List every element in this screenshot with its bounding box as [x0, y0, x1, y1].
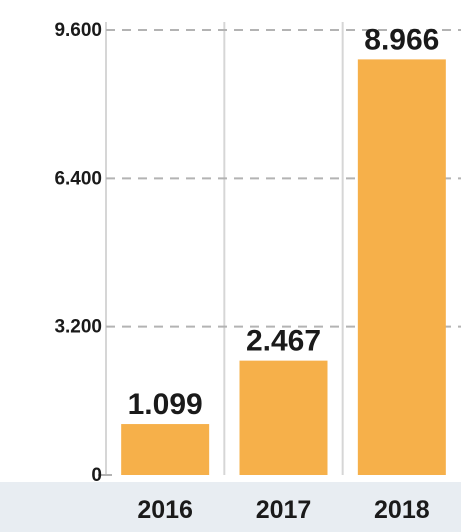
bar-2018 [357, 59, 446, 475]
y-tick-label: 9.600 [54, 20, 102, 41]
y-tick-label: 3.200 [54, 317, 102, 338]
data-label-2018: 8.966 [364, 23, 439, 56]
data-label-2017: 2.467 [246, 325, 321, 358]
data-label-2016: 1.099 [128, 388, 203, 421]
y-tick-label: 0 [91, 465, 102, 486]
x-tick-label-2016: 2016 [137, 496, 193, 524]
y-tick-label: 6.400 [54, 168, 102, 189]
x-axis-band [0, 482, 461, 532]
bar-2016 [121, 424, 210, 475]
bar-2017 [239, 360, 328, 475]
x-tick-label-2018: 2018 [374, 496, 430, 524]
x-tick-label-2017: 2017 [256, 496, 312, 524]
